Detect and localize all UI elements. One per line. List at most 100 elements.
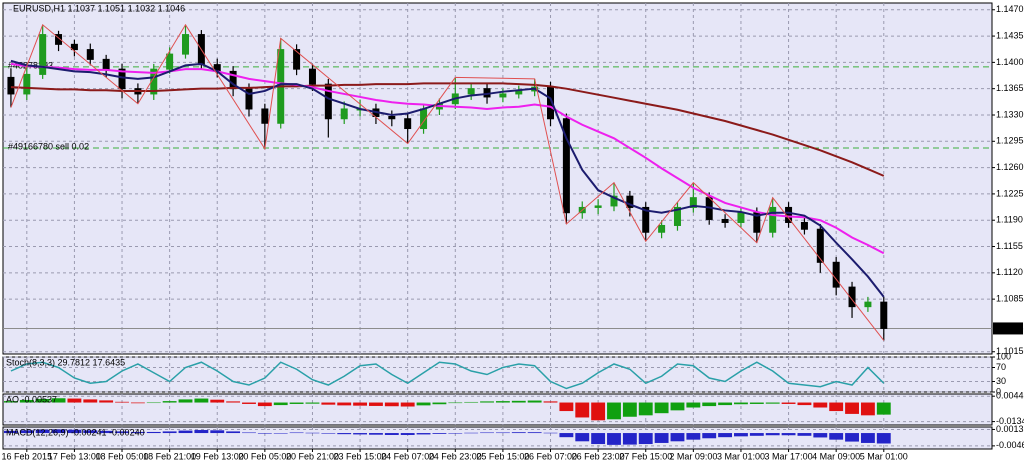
histogram-bar <box>527 400 542 403</box>
candle-body <box>166 53 174 70</box>
y-tick-label: 70 <box>996 362 1006 372</box>
candle-body <box>102 58 110 70</box>
histogram-bar <box>749 433 764 436</box>
histogram-bar <box>686 402 701 408</box>
candle-body <box>324 83 332 120</box>
x-tick-label: 16 Feb 2015 <box>2 451 53 461</box>
histogram-bar <box>130 431 145 434</box>
x-tick-label: 24 Feb 07:00 <box>381 451 434 461</box>
price-tag <box>993 322 1023 335</box>
histogram-bar <box>384 433 399 435</box>
indicator-title: AO -0.00537 <box>6 394 57 404</box>
y-tick-label: 1.1295 <box>996 136 1024 146</box>
histogram-bar <box>448 433 463 434</box>
candle-body <box>39 34 47 75</box>
histogram-bar <box>432 402 447 405</box>
candle-body <box>769 206 777 233</box>
histogram-bar <box>115 401 129 403</box>
x-tick-label: 3 Mar 01:00 <box>717 451 765 461</box>
histogram-bar <box>353 433 368 435</box>
histogram-bar <box>448 402 463 404</box>
histogram-bar <box>194 398 209 403</box>
histogram-bar <box>416 433 431 435</box>
y-tick-label: 1.1470 <box>996 4 1024 14</box>
histogram-bar <box>289 432 304 434</box>
candle-body <box>864 301 872 308</box>
candle-body <box>308 68 316 85</box>
histogram-bar <box>511 432 526 434</box>
histogram-bar <box>464 401 479 403</box>
histogram-bar <box>718 402 733 406</box>
histogram-bar <box>734 402 748 405</box>
candle-body <box>610 195 618 207</box>
candle-body <box>340 108 348 120</box>
histogram-bar <box>543 401 558 403</box>
histogram-bar <box>559 402 574 412</box>
histogram-bar <box>353 402 368 406</box>
histogram-bar <box>797 402 812 406</box>
histogram-bar <box>829 433 844 440</box>
y-tick-label: 1.1155 <box>996 241 1023 251</box>
histogram-bar <box>813 402 828 408</box>
histogram-bar <box>321 402 336 405</box>
histogram-bar <box>654 433 669 443</box>
y-tick-label: -0.00466 <box>996 440 1024 450</box>
histogram-bar <box>273 402 288 406</box>
candle-body <box>23 73 31 95</box>
x-tick-label: 17 Feb 13:00 <box>48 451 101 461</box>
histogram-bar <box>638 433 653 445</box>
x-tick-label: 18 Feb 05:00 <box>96 451 149 461</box>
histogram-bar <box>162 401 177 403</box>
candle-body <box>293 49 301 70</box>
histogram-bar <box>654 402 669 414</box>
candle-body <box>737 212 745 223</box>
histogram-bar <box>718 433 733 438</box>
candle-body <box>673 206 681 226</box>
candle-body <box>467 88 475 95</box>
histogram-bar <box>622 433 637 445</box>
x-tick-label: 2 Mar 09:00 <box>669 451 717 461</box>
histogram-bar <box>845 402 859 414</box>
histogram-bar <box>702 433 717 439</box>
y-tick-label: 30 <box>996 376 1006 386</box>
histogram-bar <box>527 432 542 434</box>
histogram-bar <box>511 400 526 403</box>
histogram-bar <box>83 430 98 434</box>
histogram-bar <box>4 430 18 434</box>
histogram-bar <box>194 430 209 434</box>
x-tick-label: 4 Mar 09:00 <box>812 451 860 461</box>
histogram-bar <box>416 402 431 406</box>
histogram-bar <box>607 402 621 420</box>
x-tick-label: 19 Feb 13:00 <box>191 451 244 461</box>
candle-body <box>70 43 78 51</box>
histogram-bar <box>400 433 415 435</box>
candle-body <box>721 218 729 223</box>
x-tick-label: 24 Feb 23:00 <box>429 451 482 461</box>
histogram-bar <box>178 399 193 403</box>
candle-body <box>182 34 190 55</box>
y-tick-label: 100 <box>996 351 1011 361</box>
histogram-bar <box>257 433 272 434</box>
x-tick-label: 3 Mar 17:00 <box>765 451 813 461</box>
histogram-bar <box>464 432 479 434</box>
histogram-bar <box>591 433 606 445</box>
histogram-bar <box>321 433 336 434</box>
histogram-bar <box>115 431 129 434</box>
y-tick-label: 1.1365 <box>996 83 1024 93</box>
order-label: #49166780 sell 0.02 <box>8 141 89 151</box>
histogram-bar <box>480 401 494 403</box>
x-tick-label: 20 Feb 21:00 <box>286 451 339 461</box>
x-tick-label: 27 Feb 15:00 <box>619 451 672 461</box>
histogram-bar <box>305 402 320 404</box>
histogram-bar <box>781 402 796 404</box>
candle-body <box>832 261 840 288</box>
histogram-bar <box>99 430 114 434</box>
y-tick-label: -0.0134 <box>996 416 1024 426</box>
candle-body <box>594 205 602 208</box>
histogram-bar <box>860 433 875 443</box>
histogram-bar <box>829 402 844 412</box>
indicator-title: Stoch(8,3,3) 29.7812 17.6435 <box>6 357 125 367</box>
histogram-bar <box>686 433 701 440</box>
y-tick-label: 1.1400 <box>996 57 1024 67</box>
candle-body <box>642 206 650 233</box>
